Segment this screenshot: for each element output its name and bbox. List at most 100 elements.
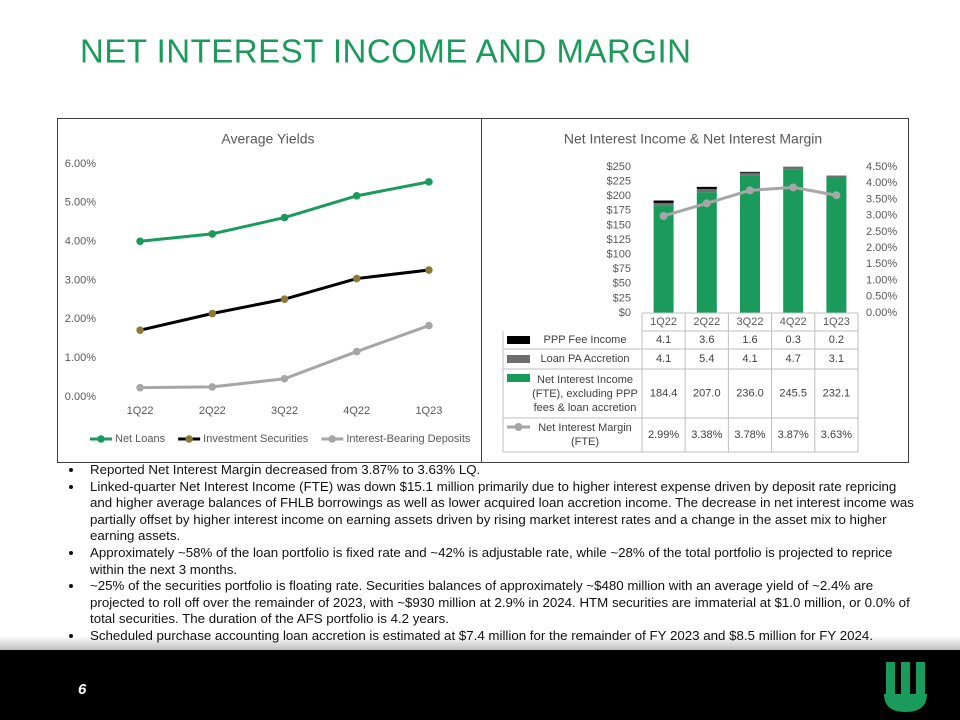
- y-tick-label: 4.00%: [65, 236, 96, 248]
- point: [352, 274, 361, 283]
- bullet: Approximately ~58% of the loan portfolio…: [84, 545, 922, 578]
- point: [659, 211, 668, 220]
- data-label: 2.99%: [648, 429, 679, 441]
- y-tick-label: $250: [607, 161, 631, 173]
- legend-key: [507, 355, 530, 363]
- bullet: Reported Net Interest Margin decreased f…: [84, 462, 922, 479]
- y2-tick-label: 0.00%: [866, 307, 897, 319]
- point: [136, 326, 144, 335]
- legend-key: [328, 435, 337, 443]
- y2-tick-label: 2.50%: [866, 226, 897, 238]
- point: [136, 383, 144, 392]
- legend-label: Net Interest Income (FTE), excluding PPP…: [532, 373, 638, 414]
- legend-key: [514, 423, 523, 431]
- bar-segment: [826, 175, 847, 178]
- point: [280, 374, 289, 383]
- data-label: 207.0: [693, 387, 721, 399]
- point: [832, 191, 841, 200]
- x-tick-label: 2Q22: [199, 405, 226, 417]
- bullet: Linked-quarter Net Interest Income (FTE)…: [84, 479, 922, 545]
- bar-segment: [826, 177, 847, 313]
- data-label: 3.78%: [734, 429, 765, 441]
- data-label: 0.2: [829, 334, 844, 346]
- legend-label: PPP Fee Income: [543, 334, 627, 346]
- y-tick-label: $0: [619, 307, 631, 319]
- point: [425, 178, 433, 186]
- x-tick-label: 2Q22: [693, 316, 720, 328]
- y-tick-label: $50: [613, 278, 631, 290]
- chart-title: Net Interest Income & Net Interest Margi…: [564, 131, 822, 147]
- point: [789, 183, 798, 192]
- legend-label: Net Loans: [115, 433, 166, 445]
- x-tick-label: 1Q22: [650, 316, 677, 328]
- y-tick-label: $175: [607, 205, 631, 217]
- y2-tick-label: 2.00%: [866, 242, 897, 254]
- data-label: 236.0: [736, 387, 764, 399]
- bar-segment: [740, 171, 760, 173]
- data-label: 4.1: [742, 353, 757, 365]
- y2-tick-label: 4.50%: [866, 161, 897, 173]
- page-number: 6: [78, 681, 87, 698]
- x-tick-label: 1Q23: [415, 405, 442, 417]
- legend-key: [185, 435, 193, 443]
- y-tick-label: $125: [607, 234, 631, 246]
- bar-segment: [783, 166, 804, 170]
- bar-segment: [653, 205, 674, 313]
- y-tick-label: 6.00%: [65, 158, 96, 170]
- logo: [884, 662, 927, 712]
- y-tick-label: 3.00%: [65, 274, 96, 286]
- point: [208, 383, 217, 391]
- y-tick-label: 2.00%: [65, 313, 96, 325]
- point: [352, 347, 361, 356]
- y-tick-label: $75: [613, 263, 631, 275]
- point: [208, 230, 217, 238]
- slide-title: NET INTEREST INCOME AND MARGIN: [80, 33, 692, 70]
- y-tick-label: $225: [607, 176, 631, 188]
- footer-shade: [0, 636, 960, 650]
- bar-segment: [653, 200, 674, 203]
- legend-label: Loan PA Accretion: [540, 353, 630, 365]
- y2-tick-label: 4.00%: [866, 177, 897, 189]
- series-line: [139, 180, 430, 243]
- point: [280, 295, 289, 303]
- y2-tick-label: 0.50%: [866, 291, 897, 303]
- data-label: 3.38%: [691, 429, 722, 441]
- y-tick-label: 0.00%: [65, 391, 96, 403]
- bullet-list: Reported Net Interest Margin decreased f…: [62, 462, 922, 645]
- y-tick-label: $100: [607, 249, 631, 261]
- bullet: Scheduled purchase accounting loan accre…: [84, 628, 922, 645]
- chart-frame: [57, 118, 909, 463]
- point: [208, 309, 217, 318]
- y-tick-label: 5.00%: [65, 197, 96, 209]
- bullet: ~25% of the securities portfolio is floa…: [84, 578, 922, 628]
- legend-key: [507, 374, 530, 382]
- bar-segment: [740, 175, 760, 313]
- x-tick-label: 4Q22: [780, 316, 807, 328]
- legend-label: Interest-Bearing Deposits: [346, 433, 471, 445]
- point: [136, 237, 144, 246]
- y2-tick-label: 1.00%: [866, 274, 897, 286]
- data-label: 3.1: [829, 353, 844, 365]
- y2-tick-label: 3.00%: [866, 210, 897, 222]
- legend-label: Investment Securities: [203, 433, 309, 445]
- bar-segment: [696, 192, 717, 313]
- x-tick-label: 3Q22: [737, 316, 764, 328]
- bar-segment: [740, 172, 760, 176]
- legend-key: [97, 435, 105, 443]
- data-label: 232.1: [823, 387, 851, 399]
- point: [746, 186, 754, 195]
- bar-segment: [696, 186, 717, 189]
- data-label: 245.5: [779, 387, 807, 399]
- data-label: 4.1: [656, 353, 671, 365]
- data-label: 1.6: [742, 334, 757, 346]
- legend-key: [507, 336, 530, 344]
- data-label: 184.4: [650, 387, 678, 399]
- point: [280, 213, 289, 222]
- x-tick-label: 1Q23: [823, 316, 850, 328]
- y-tick-label: 1.00%: [65, 352, 96, 364]
- x-tick-label: 1Q22: [127, 405, 154, 417]
- y-tick-label: $25: [613, 292, 631, 304]
- data-label: 4.1: [656, 334, 671, 346]
